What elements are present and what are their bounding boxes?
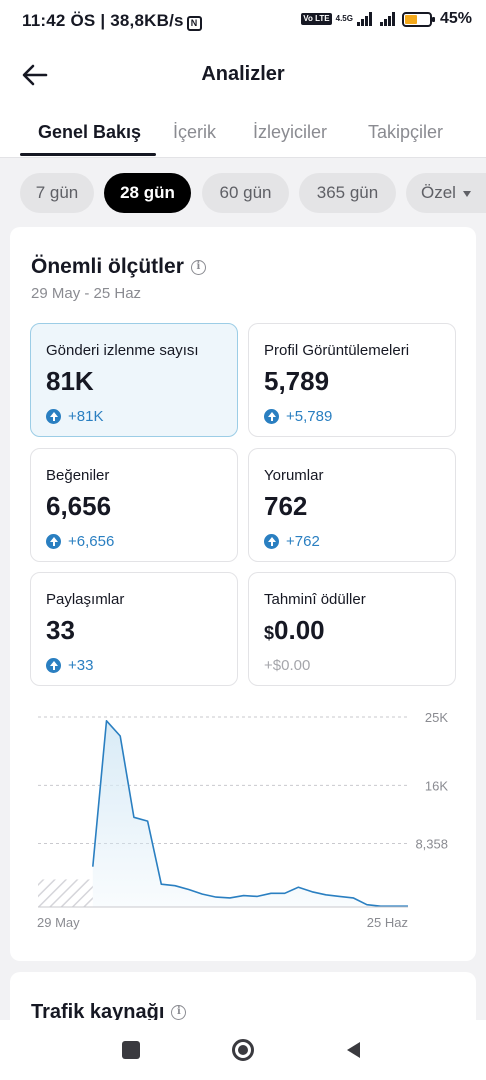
metric-change: +33: [46, 657, 93, 674]
x-tick-label: 29 May: [37, 915, 80, 930]
circle-icon[interactable]: [231, 1038, 255, 1062]
metric-profile-views[interactable]: Profil Görüntülemeleri 5,789 +5,789: [248, 323, 456, 437]
arrow-left-icon[interactable]: [20, 60, 50, 90]
currency-symbol: $: [264, 623, 275, 643]
key-metrics-card: Önemli ölçütler i 29 May - 25 Haz Gönderi…: [10, 227, 476, 961]
metric-change: +762: [264, 533, 320, 550]
date-filter-chips: 7 gün 28 gün 60 gün 365 gün Özel: [20, 173, 486, 213]
arrow-up-circle-icon: [264, 409, 279, 424]
arrow-up-circle-icon: [46, 658, 61, 673]
system-nav-bar: [0, 1020, 486, 1080]
chip-custom-label: Özel: [421, 183, 456, 202]
battery-percent: 45%: [439, 10, 472, 27]
chip-60-days[interactable]: 60 gün: [202, 173, 289, 213]
arrow-up-circle-icon: [46, 534, 61, 549]
chip-7-days[interactable]: 7 gün: [20, 173, 94, 213]
metric-likes[interactable]: Beğeniler 6,656 +6,656: [30, 448, 238, 562]
metric-value: 5,789: [264, 366, 330, 396]
metric-change: +6,656: [46, 533, 114, 550]
tab-content[interactable]: İçerik: [173, 122, 217, 142]
nfc-icon: N: [186, 16, 202, 31]
x-tick-label: 25 Haz: [367, 915, 408, 930]
triangle-back-icon[interactable]: [342, 1038, 366, 1062]
metric-comments[interactable]: Yorumlar 762 +762: [248, 448, 456, 562]
arrow-up-circle-icon: [264, 534, 279, 549]
metric-label: Paylaşımlar: [46, 591, 125, 608]
metric-post-views[interactable]: Gönderi izlenme sayısı 81K +81K: [30, 323, 238, 437]
metric-shares[interactable]: Paylaşımlar 33 +33: [30, 572, 238, 686]
signal-icon-2: [379, 12, 395, 26]
caret-down-icon: [462, 190, 471, 197]
tab-overview[interactable]: Genel Bakış: [38, 122, 142, 142]
top-area: 11:42 ÖS | 38,8KB/s N Vo LTE 4.5G 45% Ana…: [0, 0, 486, 158]
date-range: 29 May - 25 Haz: [31, 285, 142, 302]
tab-bar: Genel Bakış İçerik İzleyiciler Takipçile…: [0, 110, 486, 158]
info-icon[interactable]: i: [171, 1005, 187, 1020]
signal-icon: [356, 12, 372, 26]
network-type: 4.5G: [335, 14, 353, 23]
metric-value: 762: [264, 491, 308, 521]
tab-followers[interactable]: Takipçiler: [368, 122, 444, 142]
status-time: 11:42 ÖS | 38,8KB/s: [22, 11, 184, 30]
y-tick-label: 8,358: [415, 836, 448, 851]
metric-label: Profil Görüntülemeleri: [264, 342, 410, 359]
series-line: [92, 720, 408, 907]
arrow-up-circle-icon: [46, 409, 61, 424]
views-area-chart: 25K 16K 8,358 29 May 25 Haz: [37, 710, 448, 930]
metric-label: Gönderi izlenme sayısı: [46, 342, 199, 359]
square-icon[interactable]: [119, 1038, 143, 1062]
status-bar: 11:42 ÖS | 38,8KB/s N Vo LTE 4.5G 45%: [0, 0, 486, 40]
tab-viewers[interactable]: İzleyiciler: [253, 122, 328, 142]
no-data-region: [38, 879, 93, 907]
metric-value: 33: [46, 615, 75, 645]
battery-icon: [401, 11, 435, 27]
metric-value: 6,656: [46, 491, 112, 521]
key-metrics-title: Önemli ölçütler i: [31, 255, 206, 279]
series-area: [92, 720, 409, 907]
metric-change: +5,789: [264, 408, 332, 425]
metric-estimated-rewards[interactable]: Tahminî ödüller $0.00 +$0.00: [248, 572, 456, 686]
tab-indicator: [20, 153, 156, 156]
metric-label: Beğeniler: [46, 467, 110, 484]
metric-change: +81K: [46, 408, 103, 425]
chip-365-days[interactable]: 365 gün: [299, 173, 396, 213]
traffic-source-title: Trafik kaynağı i: [31, 1001, 187, 1024]
y-tick-label: 16K: [425, 778, 448, 793]
metric-value: 81K: [46, 366, 94, 396]
chip-custom[interactable]: Özel: [406, 173, 486, 213]
volte-icon: Vo LTE: [301, 13, 332, 25]
metric-value: $0.00: [264, 615, 325, 645]
info-icon[interactable]: i: [190, 259, 206, 275]
status-right: Vo LTE 4.5G 45%: [301, 10, 472, 28]
metric-label: Tahminî ödüller: [264, 591, 366, 608]
y-tick-label: 25K: [425, 710, 448, 725]
header: Analizler: [0, 48, 486, 102]
metric-label: Yorumlar: [264, 467, 324, 484]
metric-change: +$0.00: [264, 657, 311, 674]
chip-28-days[interactable]: 28 gün: [104, 173, 191, 213]
page-title: Analizler: [201, 63, 285, 85]
